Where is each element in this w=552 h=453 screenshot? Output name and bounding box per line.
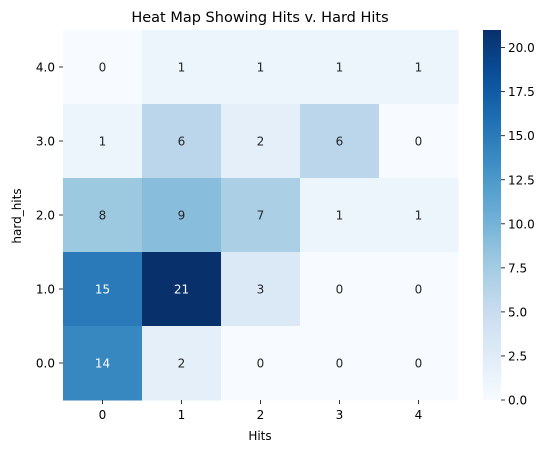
heatmap-cell (221, 326, 301, 401)
x-tick-label: 3 (336, 408, 344, 422)
cell-value-label: 1 (336, 61, 344, 75)
heatmap-cell (63, 104, 143, 179)
y-tick-label: 3.0 (36, 135, 55, 149)
heatmap-cells: 0 1 1 1 11 6 2 6 08 9 7 1 115 21 3 0 014 2 0 0 0 (63, 30, 459, 401)
colorbar-tick-label: 5.0 (508, 305, 527, 319)
colorbar-tick-label: 0.0 (508, 394, 527, 408)
cell-value-label: 8 (99, 209, 107, 223)
cell-value-label: 9 (178, 209, 186, 223)
heatmap-cell (300, 30, 380, 105)
cell-value-label: 14 (95, 357, 110, 371)
heatmap-cell (300, 252, 380, 327)
heatmap-cell (63, 326, 143, 401)
cell-value-label: 1 (415, 209, 423, 223)
cell-value-label: 6 (178, 135, 186, 149)
y-tick-label: 1.0 (36, 283, 55, 297)
y-tick-label: 2.0 (36, 209, 55, 223)
cell-value-label: 1 (257, 61, 265, 75)
x-tick-label: 2 (257, 408, 265, 422)
cell-value-label: 2 (257, 135, 265, 149)
cell-value-label: 6 (336, 135, 344, 149)
heatmap-cell (300, 326, 380, 401)
heatmap-cell (63, 252, 143, 327)
y-tick-label: 4.0 (36, 61, 55, 75)
colorbar-tick-label: 17.5 (508, 85, 535, 99)
cell-value-label: 7 (257, 209, 265, 223)
heatmap-cell (142, 252, 222, 327)
colorbar-tick-label: 2.5 (508, 349, 527, 363)
heatmap-cell (221, 178, 301, 253)
heatmap-cell (379, 178, 459, 253)
colorbar: 0.0 2.5 5.0 7.5 10.0 12.5 15.0 17.5 20.0 (483, 30, 535, 408)
heatmap-cell (379, 30, 459, 105)
cell-value-label: 0 (415, 283, 423, 297)
colorbar-tick-label: 20.0 (508, 41, 535, 55)
cell-value-label: 1 (99, 135, 107, 149)
heatmap-cell (221, 30, 301, 105)
heatmap-cell (379, 104, 459, 179)
y-tick-label: 0.0 (36, 357, 55, 371)
heatmap-cell (142, 30, 222, 105)
chart-title: Heat Map Showing Hits v. Hard Hits (131, 10, 388, 26)
y-axis-label: hard_hits (10, 188, 24, 243)
heatmap-cell (221, 104, 301, 179)
colorbar-gradient (483, 30, 501, 400)
heatmap-cell (300, 104, 380, 179)
heatmap-cell (300, 178, 380, 253)
heatmap-cell (142, 178, 222, 253)
cell-value-label: 0 (415, 135, 423, 149)
cell-value-label: 1 (415, 61, 423, 75)
heatmap-cell (379, 326, 459, 401)
x-axis-ticks: 0 1 2 3 4 (99, 400, 423, 422)
heatmap-cell (63, 30, 143, 105)
colorbar-tick-label: 15.0 (508, 129, 535, 143)
x-tick-label: 1 (178, 408, 186, 422)
cell-value-label: 0 (336, 357, 344, 371)
cell-value-label: 1 (178, 61, 186, 75)
colorbar-tick-label: 7.5 (508, 261, 527, 275)
cell-value-label: 1 (336, 209, 344, 223)
x-axis-label: Hits (248, 429, 271, 443)
cell-value-label: 3 (257, 283, 265, 297)
heatmap-cell (63, 178, 143, 253)
cell-value-label: 0 (99, 61, 107, 75)
y-axis-ticks: 4.0 3.0 2.0 1.0 0.0 (36, 61, 63, 371)
x-tick-label: 0 (99, 408, 107, 422)
heatmap-cell (379, 252, 459, 327)
cell-value-label: 21 (174, 283, 189, 297)
colorbar-tick-label: 10.0 (508, 217, 535, 231)
cell-value-label: 0 (257, 357, 265, 371)
x-tick-label: 4 (415, 408, 423, 422)
heatmap-cell (142, 104, 222, 179)
colorbar-tick-label: 12.5 (508, 173, 535, 187)
cell-value-label: 15 (95, 283, 110, 297)
heatmap-cell (221, 252, 301, 327)
heatmap-cell (142, 326, 222, 401)
cell-value-label: 0 (415, 357, 423, 371)
cell-value-label: 0 (336, 283, 344, 297)
cell-value-label: 2 (178, 357, 186, 371)
